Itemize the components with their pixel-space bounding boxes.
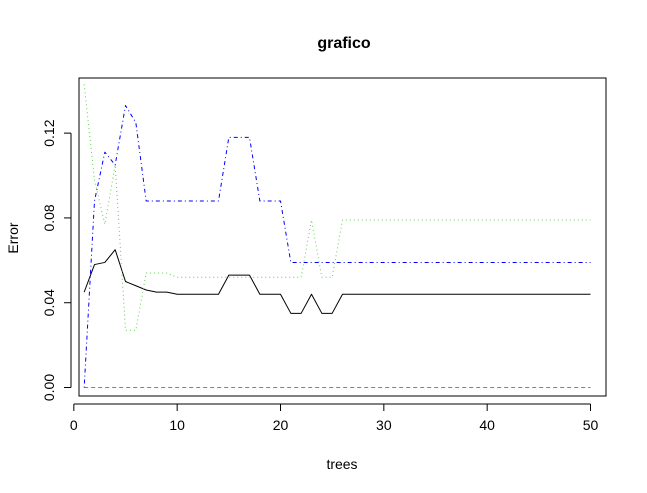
x-tick-label: 50	[583, 417, 599, 433]
plot-box	[78, 77, 607, 397]
chart-title: grafico	[317, 35, 371, 52]
x-tick-label: 40	[479, 417, 495, 433]
x-tick-label: 30	[376, 417, 392, 433]
y-tick-label: 0.08	[41, 204, 57, 231]
y-tick-label: 0.00	[41, 374, 57, 401]
x-tick-label: 20	[273, 417, 289, 433]
series-line-3	[83, 84, 591, 331]
y-axis-label: Error	[5, 222, 21, 253]
y-tick-label: 0.04	[41, 289, 57, 316]
y-axis: 0.00 0.04 0.08 0.12	[41, 119, 72, 401]
y-tick-label: 0.12	[41, 119, 57, 146]
x-axis-label: trees	[326, 456, 357, 472]
x-tick-label: 10	[169, 417, 185, 433]
x-tick-label: 0	[70, 417, 78, 433]
series-line-4	[83, 105, 591, 388]
series-layer	[83, 84, 591, 389]
x-axis: 0 10 20 30 40 50	[70, 403, 599, 433]
series-line-1	[83, 249, 591, 314]
